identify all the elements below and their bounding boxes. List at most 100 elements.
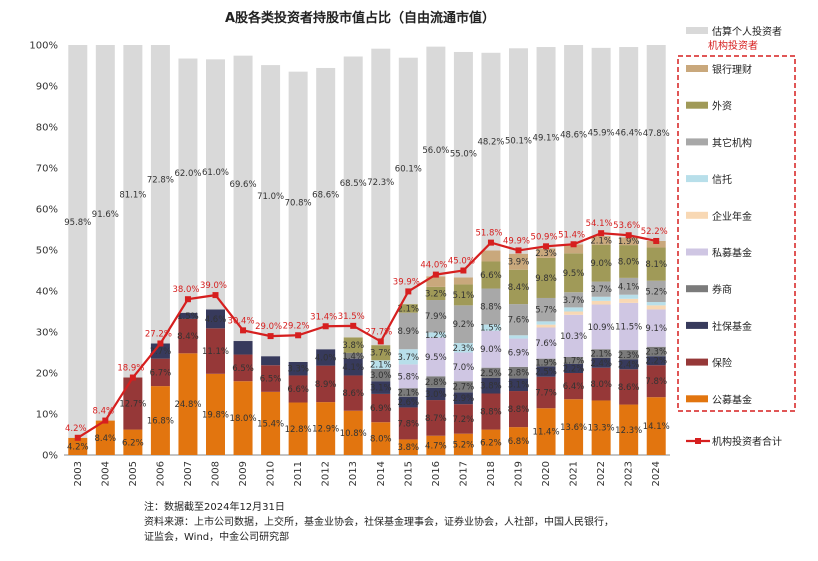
- total-line-point: [543, 243, 550, 250]
- legend-label: 估算个人投资者: [712, 25, 782, 38]
- bar-segment: [536, 47, 556, 249]
- bar-segment: [233, 381, 253, 455]
- bar-segment: [591, 349, 611, 358]
- segment-label: 3.9%: [508, 258, 530, 268]
- x-tick-label: 2017: [458, 461, 469, 486]
- y-tick-label: 90%: [36, 82, 58, 93]
- segment-label: 11.1%: [202, 347, 229, 357]
- total-line-label: 29.2%: [283, 321, 310, 331]
- segment-label: 14.1%: [643, 422, 670, 432]
- x-tick-label: 2012: [321, 461, 332, 486]
- bar-segment: [95, 45, 115, 421]
- segment-label: 24.8%: [174, 400, 201, 410]
- legend-swatch: [686, 358, 708, 366]
- bar-segment: [261, 65, 281, 357]
- segment-label: 56.0%: [422, 146, 449, 156]
- bar-segment: [536, 327, 556, 359]
- segment-label: 11.4%: [533, 428, 560, 438]
- segment-label: 1.9%: [535, 359, 557, 369]
- bar-segment: [150, 343, 170, 359]
- segment-label: 7.6%: [508, 316, 530, 326]
- segment-label: 2.5%: [480, 369, 502, 379]
- institutional-total-line: 4.2% 8.4% 18.9% 27.2% 38.0% 39.0% 30.4%29.0% 29…: [65, 219, 668, 441]
- segment-label: 3.8%: [480, 382, 502, 392]
- bar-segment: [564, 399, 584, 455]
- total-line-point: [653, 237, 660, 244]
- bar-segment: [453, 352, 473, 382]
- bar-segment: [316, 349, 336, 366]
- segment-label: 8.8%: [480, 303, 502, 313]
- segment-label: 3.8%: [398, 443, 420, 453]
- segment-label: 4.1%: [618, 282, 640, 292]
- x-axis: 2003 2004 2005 2006 2007 2008 2009 2010 2011 2012…: [73, 461, 662, 486]
- bar-segment: [343, 358, 363, 376]
- bar-segment: [316, 67, 336, 350]
- total-line-label: 51.8%: [475, 229, 502, 239]
- segment-label: 8.8%: [480, 408, 502, 418]
- bar-segment: [426, 46, 446, 277]
- segment-label: 70.8%: [285, 198, 312, 208]
- segment-label: 8.0%: [370, 435, 392, 445]
- total-line-point: [460, 267, 467, 274]
- bar-segment: [371, 368, 391, 382]
- legend-label: 其它机构: [712, 136, 752, 149]
- legend-label: 企业年金: [712, 210, 752, 223]
- bar-segment: [206, 59, 225, 310]
- total-line-point: [102, 417, 109, 424]
- bar-segment: [646, 45, 666, 241]
- legend-label: 券商: [712, 283, 732, 296]
- legend-line-marker: [695, 438, 701, 444]
- segment-label: 2.3%: [618, 351, 640, 361]
- bar-segment: [316, 402, 336, 455]
- segment-label: 8.7%: [425, 414, 447, 424]
- segment-label: 4.2%: [67, 442, 89, 452]
- bar-segment: [371, 360, 391, 369]
- x-tick-label: 2010: [266, 461, 277, 486]
- bar-segment: [564, 311, 584, 315]
- bar-segment: [453, 305, 473, 344]
- segment-label: 12.9%: [312, 425, 339, 435]
- segment-label: 2.7%: [453, 383, 475, 393]
- segment-label: 4.1%: [342, 363, 364, 373]
- bar-segment: [646, 397, 666, 455]
- bar-segment: [343, 337, 363, 353]
- legend-label: 信托: [712, 173, 732, 186]
- total-line-label: 38.0%: [172, 285, 199, 295]
- bar-segment: [371, 48, 391, 346]
- x-tick-label: 2006: [155, 461, 166, 486]
- bar-segment: [509, 378, 528, 392]
- y-tick-label: 50%: [36, 246, 58, 257]
- segment-label: 3.7%: [150, 347, 172, 357]
- bar-segment: [619, 298, 639, 303]
- note-source: 资料来源：上市公司数据，上交所，基金业协会，社保基金理事会，证券业协会，人社部，…: [144, 517, 614, 528]
- segment-label: 7.6%: [535, 339, 557, 349]
- total-line-label: 51.4%: [558, 230, 585, 240]
- segment-label: 3.0%: [370, 371, 392, 381]
- bar-segment: [591, 244, 611, 282]
- legend: 估算个人投资者机构投资者银行理财外资其它机构信托企业年金私募基金券商社保基金保险…: [677, 25, 796, 448]
- segment-label: 5.1%: [453, 291, 475, 301]
- total-line-point: [625, 232, 632, 239]
- bar-segment: [564, 244, 584, 254]
- bar-segment: [261, 391, 281, 455]
- bar-segment: [481, 367, 501, 378]
- segment-label: 6.5%: [260, 375, 282, 385]
- segment-label: 3.8%: [342, 341, 364, 351]
- bar-segment: [646, 240, 666, 248]
- legend-label: 外资: [712, 101, 732, 113]
- x-tick-label: 2018: [486, 461, 497, 486]
- bar-segment: [646, 309, 666, 347]
- bar-segment: [591, 304, 611, 350]
- segment-label: 12.3%: [615, 426, 642, 436]
- bar-segment: [536, 358, 556, 367]
- bar-segment: [426, 387, 446, 401]
- bar-segment: [536, 376, 556, 409]
- segment-label: 12.8%: [285, 425, 312, 435]
- bar-segment: [481, 324, 501, 331]
- bar-segment: [68, 437, 88, 455]
- bar-segment: [426, 337, 446, 377]
- total-line-label: 18.9%: [117, 364, 144, 374]
- segment-label: 18.0%: [230, 414, 257, 424]
- bar-segment: [453, 404, 473, 434]
- bar-segment: [178, 353, 198, 455]
